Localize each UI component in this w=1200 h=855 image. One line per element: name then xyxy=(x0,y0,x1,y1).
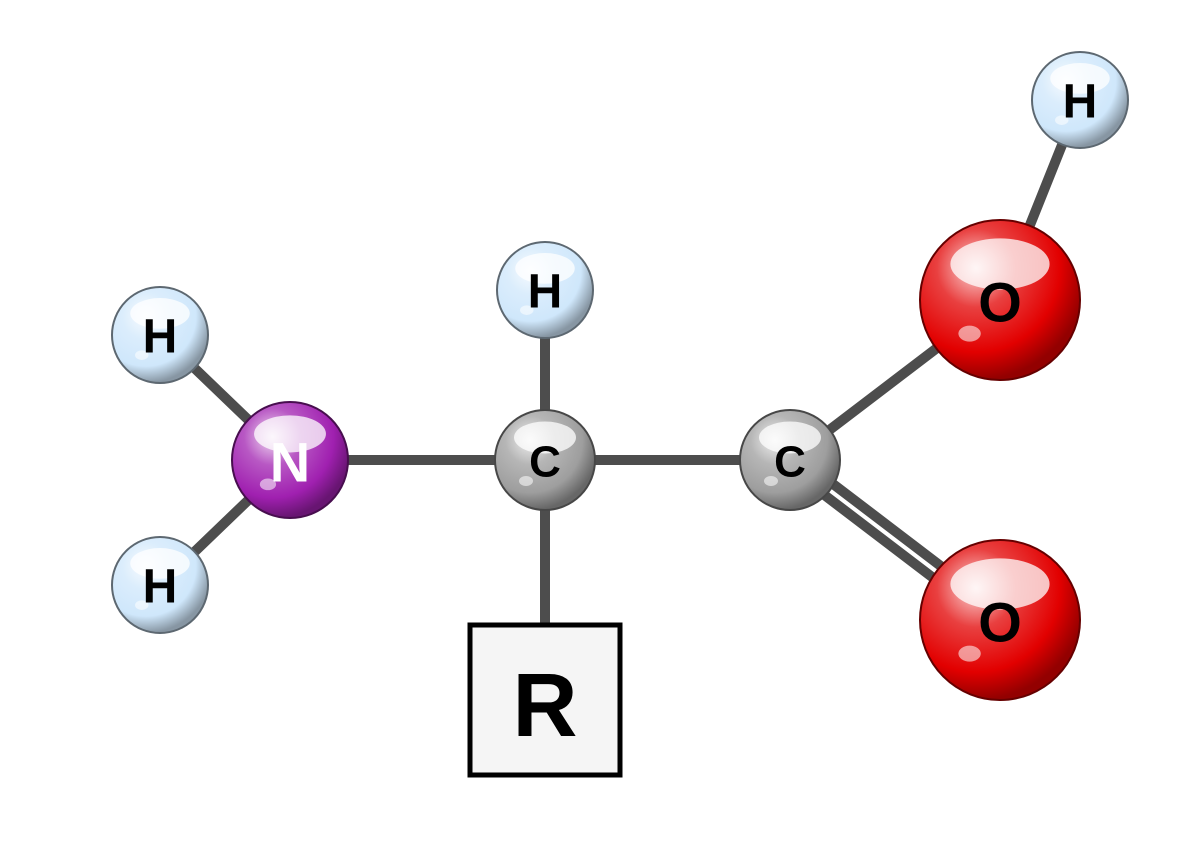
svg-text:H: H xyxy=(143,561,178,614)
svg-text:O: O xyxy=(978,591,1022,654)
atoms-layer: N C C O O H H H H R xyxy=(112,52,1128,775)
atom-R: R xyxy=(470,625,620,775)
atom-O_dbl: O xyxy=(920,540,1080,700)
atom-H_ca: H xyxy=(497,242,593,338)
svg-text:N: N xyxy=(270,431,310,494)
atom-H_oh: H xyxy=(1032,52,1128,148)
atom-H_nh_top: H xyxy=(112,287,208,383)
atom-N: N xyxy=(232,402,348,518)
svg-text:H: H xyxy=(143,311,178,364)
svg-text:H: H xyxy=(528,266,563,319)
atom-O_oh: O xyxy=(920,220,1080,380)
svg-text:C: C xyxy=(529,438,561,487)
svg-text:O: O xyxy=(978,271,1022,334)
svg-text:H: H xyxy=(1063,76,1098,129)
amino-acid-diagram: N C C O O H H H H R xyxy=(0,0,1200,855)
atom-C_carbonyl: C xyxy=(740,410,840,510)
svg-text:C: C xyxy=(774,438,806,487)
svg-text:R: R xyxy=(513,656,578,756)
atom-C_alpha: C xyxy=(495,410,595,510)
atom-H_nh_bot: H xyxy=(112,537,208,633)
